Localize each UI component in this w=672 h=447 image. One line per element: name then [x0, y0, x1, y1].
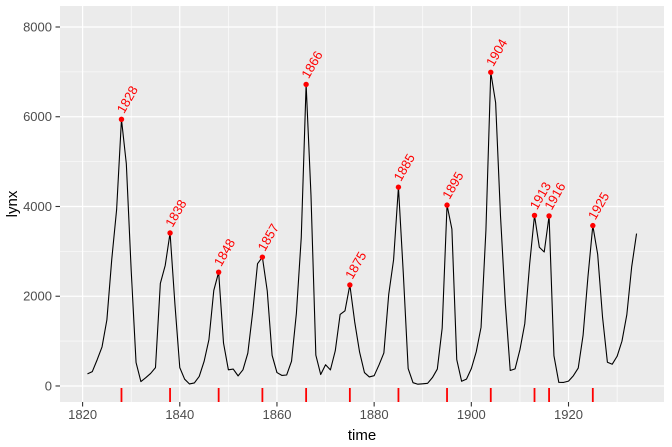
peak-point	[590, 222, 596, 229]
peak-point	[303, 81, 309, 88]
x-tick-label: 1820	[68, 407, 97, 422]
x-tick-label: 1840	[165, 407, 194, 422]
y-tick-label: 0	[45, 378, 52, 393]
peak-point	[215, 269, 222, 275]
peak-point	[546, 213, 552, 219]
x-tick-label: 1880	[360, 407, 389, 422]
x-tick-label: 1920	[554, 407, 583, 422]
y-tick-label: 6000	[23, 109, 52, 124]
lynx-data-line	[87, 71, 638, 385]
peak-point	[167, 230, 173, 236]
peak-point	[444, 202, 450, 208]
x-axis-title: time	[348, 427, 376, 444]
peak-point	[347, 282, 353, 288]
x-tick-label: 1860	[263, 407, 292, 422]
y-tick-label: 4000	[23, 199, 52, 214]
y-tick-label: 8000	[23, 20, 52, 35]
peak-point	[259, 254, 266, 260]
peak-point	[395, 184, 402, 190]
peak-point	[531, 212, 538, 219]
peak-point	[118, 116, 125, 123]
peak-point	[488, 69, 494, 75]
x-tick-label: 1900	[457, 407, 486, 422]
plot-panel	[60, 6, 664, 402]
y-tick-label: 2000	[23, 289, 52, 304]
y-axis-title: lynx	[4, 190, 21, 217]
